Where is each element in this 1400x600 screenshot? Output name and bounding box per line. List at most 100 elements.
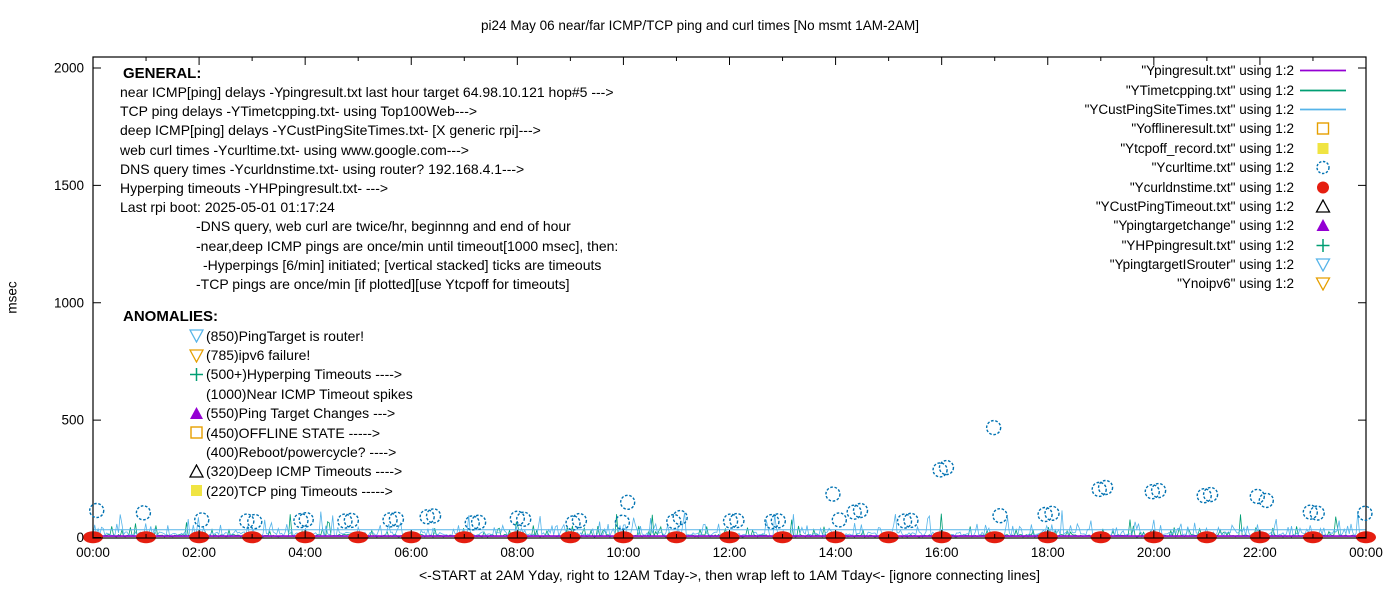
curl-time-point: [938, 459, 955, 476]
anomaly-item: (450)OFFLINE STATE ----->: [123, 423, 413, 442]
legend-item-sample: [1294, 276, 1352, 292]
legend-item-sample: [1294, 63, 1352, 78]
curl-time-point: [1202, 486, 1219, 503]
legend-item-sample: [1294, 102, 1352, 117]
filled-triangle-up-icon: [190, 406, 203, 419]
curl-time-point: [343, 512, 360, 529]
anomaly-label: (500+)Hyperping Timeouts ---->: [206, 366, 403, 383]
general-line: Hyperping timeouts -YHPpingresult.txt- -…: [120, 180, 389, 197]
curl-time-point: [509, 510, 526, 526]
curl-time-point: [89, 502, 105, 519]
legend-item-label: "Ypingresult.txt" using 1:2: [1141, 63, 1294, 79]
x-tick-label: 04:00: [288, 545, 322, 560]
curl-time-point: [846, 504, 862, 520]
anomaly-label: (785)ipv6 failure!: [206, 347, 311, 364]
legend-item: "YHPpingresult.txt" using 1:2: [1000, 236, 1352, 255]
general-line: near ICMP[ping] delays -Ypingresult.txt …: [120, 84, 614, 100]
curl-time-point: [298, 511, 314, 528]
curl-time-point: [992, 507, 1008, 524]
legend-item: "Yofflineresult.txt" using 1:2: [1000, 119, 1352, 138]
filled-square-icon: [191, 485, 202, 497]
legend-item-label: "Ypingtargetchange" using 1:2: [1113, 218, 1294, 234]
x-tick-label: 12:00: [713, 545, 747, 560]
curl-time-point: [619, 494, 636, 510]
curl-time-point: [903, 512, 919, 529]
x-tick-label: 00:00: [1349, 545, 1383, 560]
legend-item-label: "Ycurltime.txt" using 1:2: [1151, 160, 1294, 176]
curl-time-point: [515, 511, 532, 527]
curl-time-point: [419, 509, 435, 525]
curl-time-point: [247, 513, 263, 530]
legend-item-sample: [1294, 180, 1352, 195]
anomaly-marker: [189, 348, 206, 363]
legend-item: "Ycurltime.txt" using 1:2: [1000, 158, 1352, 177]
y-tick-label: 1500: [54, 178, 84, 193]
general-line: deep ICMP[ping] delays -YCustPingSiteTim…: [120, 122, 541, 139]
general-line: -near,deep ICMP pings are once/min until…: [196, 237, 619, 254]
curl-time-point: [425, 508, 442, 524]
open-triangle-down-icon: [189, 329, 204, 344]
legend-item: "Ytcpoff_record.txt" using 1:2: [1000, 139, 1352, 158]
plus-icon: [1316, 238, 1330, 252]
legend-item: "Ypingtargetchange" using 1:2: [1000, 216, 1352, 235]
curl-time-point: [852, 502, 869, 519]
curl-time-point: [1258, 492, 1274, 509]
legend-item: "Ynoipv6" using 1:2: [1000, 274, 1352, 293]
curl-time-point: [666, 513, 682, 530]
open-triangle-down-icon: [1315, 277, 1331, 292]
general-line: -TCP pings are once/min [if plotted][use…: [196, 276, 570, 293]
general-heading: GENERAL:: [123, 65, 202, 82]
curl-time-point: [1302, 504, 1319, 520]
y-tick-label: 500: [61, 413, 84, 428]
general-line: web curl times -Ycurltime.txt- using www…: [120, 141, 469, 158]
legend-item-sample: [1294, 238, 1352, 253]
open-triangle-up-icon: [189, 463, 204, 478]
anomaly-marker: [189, 406, 206, 421]
legend-item-sample: [1294, 257, 1352, 273]
general-line: DNS query times -Ycurldnstime.txt- using…: [120, 160, 525, 177]
anomaly-item: (400)Reboot/powercycle? ---->: [123, 442, 413, 461]
curl-time-point: [194, 512, 210, 528]
anomaly-item: (550)Ping Target Changes --->: [123, 404, 413, 423]
curl-time-point: [1249, 488, 1265, 505]
legend: "Ypingresult.txt" using 1:2 "YTimetcpping…: [1000, 61, 1352, 294]
x-tick-label: 22:00: [1243, 545, 1277, 560]
line-icon: [1300, 108, 1346, 111]
anomaly-label: (320)Deep ICMP Timeouts ---->: [206, 463, 403, 480]
line-icon: [1300, 89, 1346, 91]
x-tick-label: 18:00: [1031, 545, 1065, 560]
open-triangle-down-icon: [189, 348, 204, 363]
anomaly-marker: [189, 386, 206, 401]
anomaly-label: (550)Ping Target Changes --->: [206, 405, 396, 422]
filled-triangle-up-icon: [1316, 219, 1330, 232]
anomaly-label: (850)PingTarget is router!: [206, 327, 364, 344]
legend-item-label: "Yofflineresult.txt" using 1:2: [1131, 121, 1294, 137]
curl-time-point: [565, 515, 581, 531]
general-line: TCP ping delays -YTimetcpping.txt- using…: [120, 103, 478, 120]
curl-time-point: [672, 509, 688, 526]
curl-time-point: [464, 515, 480, 531]
curl-time-point: [388, 511, 405, 527]
curl-time-point: [896, 513, 913, 529]
legend-item-sample: [1294, 83, 1352, 98]
anomaly-label: (450)OFFLINE STATE ----->: [206, 424, 381, 441]
x-tick-label: 20:00: [1137, 545, 1171, 560]
curl-time-point: [239, 513, 255, 529]
curl-time-point: [825, 486, 841, 502]
curl-time-point: [293, 512, 309, 529]
x-tick-label: 14:00: [819, 545, 853, 560]
curl-time-point: [1357, 505, 1373, 522]
curl-time-point: [571, 512, 588, 529]
legend-item: "Ypingresult.txt" using 1:2: [1000, 61, 1352, 80]
anomaly-label: (400)Reboot/powercycle? ---->: [206, 444, 397, 461]
anomaly-marker: [189, 425, 206, 440]
curl-time-point: [764, 513, 780, 530]
anomaly-item: (500+)Hyperping Timeouts ---->: [123, 365, 413, 384]
legend-item-sample: [1294, 218, 1352, 233]
general-line: -DNS query, web curl are twice/hr, begin…: [196, 218, 571, 235]
curl-time-point: [470, 514, 487, 530]
curl-time-point: [1091, 481, 1107, 498]
legend-item-sample: [1294, 160, 1352, 175]
general-line: -Hyperpings [6/min] initiated; [vertical…: [203, 256, 602, 273]
anomaly-marker: [189, 445, 206, 460]
